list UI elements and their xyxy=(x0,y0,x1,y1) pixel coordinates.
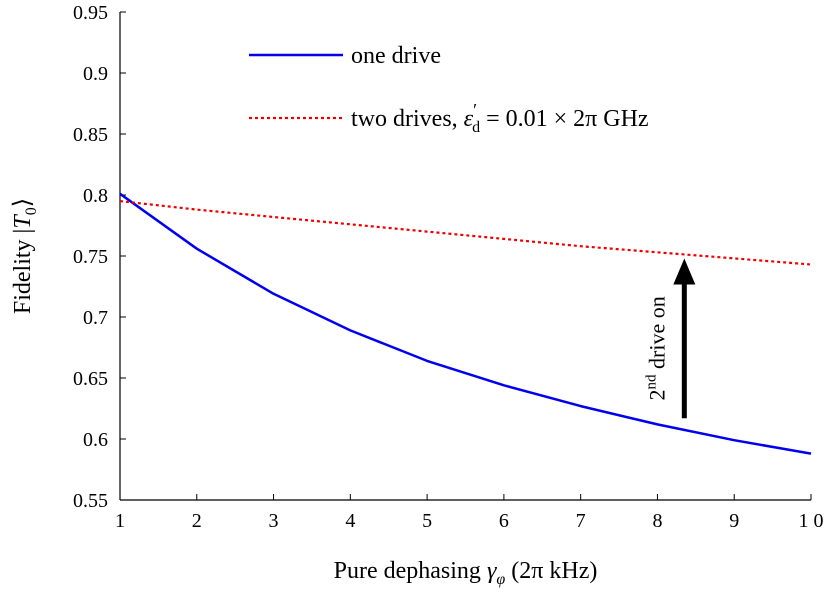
x-tick-label: 7 xyxy=(576,510,586,532)
y-tick-label: 0.65 xyxy=(73,368,108,390)
legend: one drive two drives, ε′ d = 0.01 × 2π GHz xyxy=(249,43,649,136)
y-tick-label: 0.8 xyxy=(83,185,108,207)
x-tick-label: 1 xyxy=(115,510,125,532)
x-axis-ticks: 1 2 3 4 5 6 7 8 9 1 0 xyxy=(115,494,824,532)
series-line-one-drive xyxy=(119,192,812,455)
y-axis-ticks: 0.55 0.6 0.65 0.7 0.75 0.8 0.85 0.9 0.95 xyxy=(73,2,126,512)
y-tick-label: 0.55 xyxy=(73,490,108,512)
y-tick-label: 0.75 xyxy=(73,246,108,268)
x-axis-label: Pure dephasing γφ (2π kHz) xyxy=(334,558,598,588)
arrow-head-icon xyxy=(673,258,696,285)
x-tick-label: 6 xyxy=(499,510,509,532)
y-tick-label: 0.95 xyxy=(73,2,108,24)
legend-label-one-drive: one drive xyxy=(351,43,441,69)
x-tick-label: 5 xyxy=(422,510,432,532)
series-line-two-drives xyxy=(119,200,812,266)
x-tick-label: 9 xyxy=(729,510,739,532)
x-tick-label: 1 0 xyxy=(799,510,824,532)
y-axis-label: Fidelity |T0⟩ xyxy=(10,198,40,314)
x-tick-label: 3 xyxy=(269,510,279,532)
annotation-text: 2nd drive on xyxy=(643,296,669,400)
y-tick-label: 0.9 xyxy=(83,63,108,85)
x-tick-label: 8 xyxy=(652,510,662,532)
x-tick-label: 4 xyxy=(345,510,355,532)
y-tick-label: 0.7 xyxy=(83,307,108,329)
y-tick-label: 0.6 xyxy=(83,429,108,451)
annotation: 2nd drive on xyxy=(643,258,696,419)
x-tick-label: 2 xyxy=(192,510,202,532)
legend-label-two-drives: two drives, ε′ d = 0.01 × 2π GHz xyxy=(351,100,649,136)
series-layer xyxy=(119,192,812,455)
y-tick-label: 0.85 xyxy=(73,124,108,146)
